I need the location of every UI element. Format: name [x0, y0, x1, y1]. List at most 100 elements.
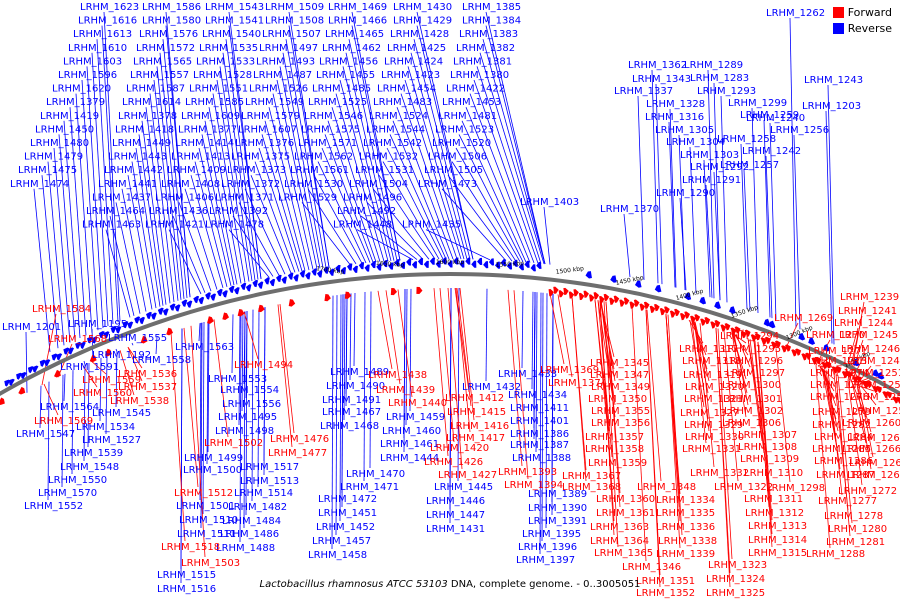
forward-gene-arrow	[237, 308, 245, 317]
forward-gene-label-leader	[243, 311, 259, 360]
caption-suffix: DNA, complete genome. - 0..3005051	[450, 579, 641, 590]
reverse-gene-label: LRHM_1553	[208, 374, 267, 385]
reverse-gene-label: LRHM_1550	[48, 475, 107, 486]
reverse-gene-label: LRHM_1466	[328, 16, 387, 27]
forward-gene-label-leader	[599, 300, 615, 536]
reverse-gene-arrow	[488, 258, 495, 266]
reverse-gene-label: LRHM_1491	[322, 395, 381, 406]
forward-gene-arrow	[674, 308, 680, 317]
forward-gene-arrow	[785, 344, 792, 352]
reverse-gene-label: LRHM_1454	[377, 84, 436, 95]
forward-gene-label: LRHM_1330	[685, 432, 744, 443]
reverse-gene-label: LRHM_1486	[220, 529, 279, 540]
forward-gene-arrow	[791, 349, 798, 357]
reverse-gene-label-leader	[201, 134, 235, 286]
forward-gene-arrow	[654, 303, 660, 312]
reverse-gene-label: LRHM_1459	[386, 412, 445, 423]
reverse-gene-label: LRHM_1542	[363, 138, 422, 149]
forward-gene-label: LRHM_1346	[622, 562, 681, 573]
reverse-gene-arrow	[115, 326, 122, 334]
reverse-gene-label: LRHM_1616	[78, 16, 137, 27]
reverse-gene-label-leader	[535, 292, 538, 453]
forward-gene-arrow	[603, 293, 610, 302]
reverse-gene-label-leader	[351, 25, 401, 261]
reverse-gene-arrow	[518, 263, 524, 271]
reverse-gene-label-leader	[403, 289, 406, 453]
forward-gene-label: LRHM_1288	[806, 549, 865, 560]
forward-gene-label-leader	[691, 320, 707, 444]
reverse-gene-label: LRHM_1541	[205, 16, 264, 27]
reverse-gene-label: LRHM_1515	[157, 570, 216, 581]
reverse-gene-label-leader	[533, 291, 536, 440]
forward-gene-arrow	[740, 330, 747, 339]
reverse-gene-label-leader	[202, 322, 205, 515]
reverse-gene-label-leader	[669, 108, 677, 288]
forward-gene-arrow	[619, 299, 625, 307]
reverse-gene-label: LRHM_1482	[228, 502, 287, 513]
reverse-gene-label-leader	[707, 69, 715, 299]
reverse-gene-label-leader	[317, 161, 367, 264]
reverse-gene-label-leader	[416, 25, 474, 260]
reverse-gene-label: LRHM_1391	[528, 516, 587, 527]
forward-gene-label: LRHM_1349	[591, 382, 650, 393]
forward-gene-label: LRHM_1367	[562, 471, 621, 482]
reverse-gene-label: LRHM_1258	[717, 134, 776, 145]
reverse-gene-label-leader	[539, 292, 542, 555]
reverse-gene-label: LRHM_1456	[319, 56, 378, 67]
forward-gene-label-leader	[815, 365, 831, 549]
reverse-gene-arrow	[808, 337, 816, 345]
reverse-gene-arrow	[483, 261, 489, 269]
forward-gene-arrow	[835, 365, 842, 374]
reverse-gene-label-leader	[331, 295, 334, 550]
reverse-gene-arrow	[240, 282, 247, 291]
reverse-gene-label: LRHM_1289	[684, 60, 743, 71]
forward-gene-label: LRHM_1356	[591, 418, 650, 429]
forward-gene-label-leader	[439, 288, 455, 443]
reverse-gene-arrow	[210, 293, 216, 301]
reverse-gene-arrow	[852, 358, 860, 367]
reverse-gene-label: LRHM_1528	[193, 70, 252, 81]
reverse-gene-arrow	[150, 312, 157, 320]
forward-gene-label: LRHM_1261	[847, 433, 900, 444]
reverse-gene-label-leader	[272, 93, 314, 270]
reverse-gene-label-leader	[47, 161, 65, 346]
forward-gene-label: LRHM_1249	[847, 356, 900, 367]
forward-gene-label: LRHM_1394	[504, 480, 563, 491]
reverse-gene-label: LRHM_1483	[373, 97, 432, 108]
reverse-gene-arrow	[388, 262, 394, 270]
forward-gene-label: LRHM_1584	[32, 304, 91, 315]
reverse-gene-label: LRHM_1419	[40, 111, 99, 122]
reverse-gene-label-leader	[447, 174, 513, 262]
reverse-gene-arrow	[610, 275, 617, 283]
forward-gene-label: LRHM_1319	[683, 370, 742, 381]
forward-gene-label-leader	[456, 287, 472, 407]
reverse-gene-label-leader	[321, 147, 371, 263]
reverse-gene-label-leader	[228, 229, 270, 278]
reverse-gene-label-leader	[720, 95, 728, 303]
forward-gene-arrow	[764, 336, 771, 345]
forward-gene-label: LRHM_1284	[814, 432, 873, 443]
reverse-gene-label-leader	[53, 147, 71, 343]
forward-gene-label: LRHM_1352	[636, 588, 695, 599]
backbone-arc	[0, 271, 900, 397]
forward-gene-label-leader	[749, 339, 765, 454]
reverse-gene-label: LRHM_1552	[24, 501, 83, 512]
forward-gene-arrow	[105, 348, 112, 357]
forward-gene-label-leader	[605, 301, 621, 508]
reverse-gene-arrow	[654, 284, 662, 293]
reverse-gene-label: LRHM_1489	[330, 367, 389, 378]
reverse-gene-label: LRHM_1614	[122, 97, 181, 108]
forward-gene-arrow	[845, 370, 852, 378]
forward-gene-label-leader	[646, 309, 662, 482]
forward-gene-label: LRHM_1560	[73, 388, 132, 399]
forward-gene-label-leader	[43, 383, 59, 416]
forward-gene-label: LRHM_1307	[738, 430, 797, 441]
reverse-gene-arrow	[122, 321, 129, 329]
reverse-gene-label: LRHM_1262	[766, 8, 825, 19]
forward-gene-arrow	[815, 356, 822, 365]
forward-gene-label: LRHM_1351	[636, 576, 695, 587]
reverse-gene-label: LRHM_1549	[245, 97, 304, 108]
reverse-gene-label-leader	[825, 110, 833, 344]
reverse-gene-label: LRHM_1580	[142, 16, 201, 27]
reverse-gene-label-leader	[198, 323, 201, 342]
